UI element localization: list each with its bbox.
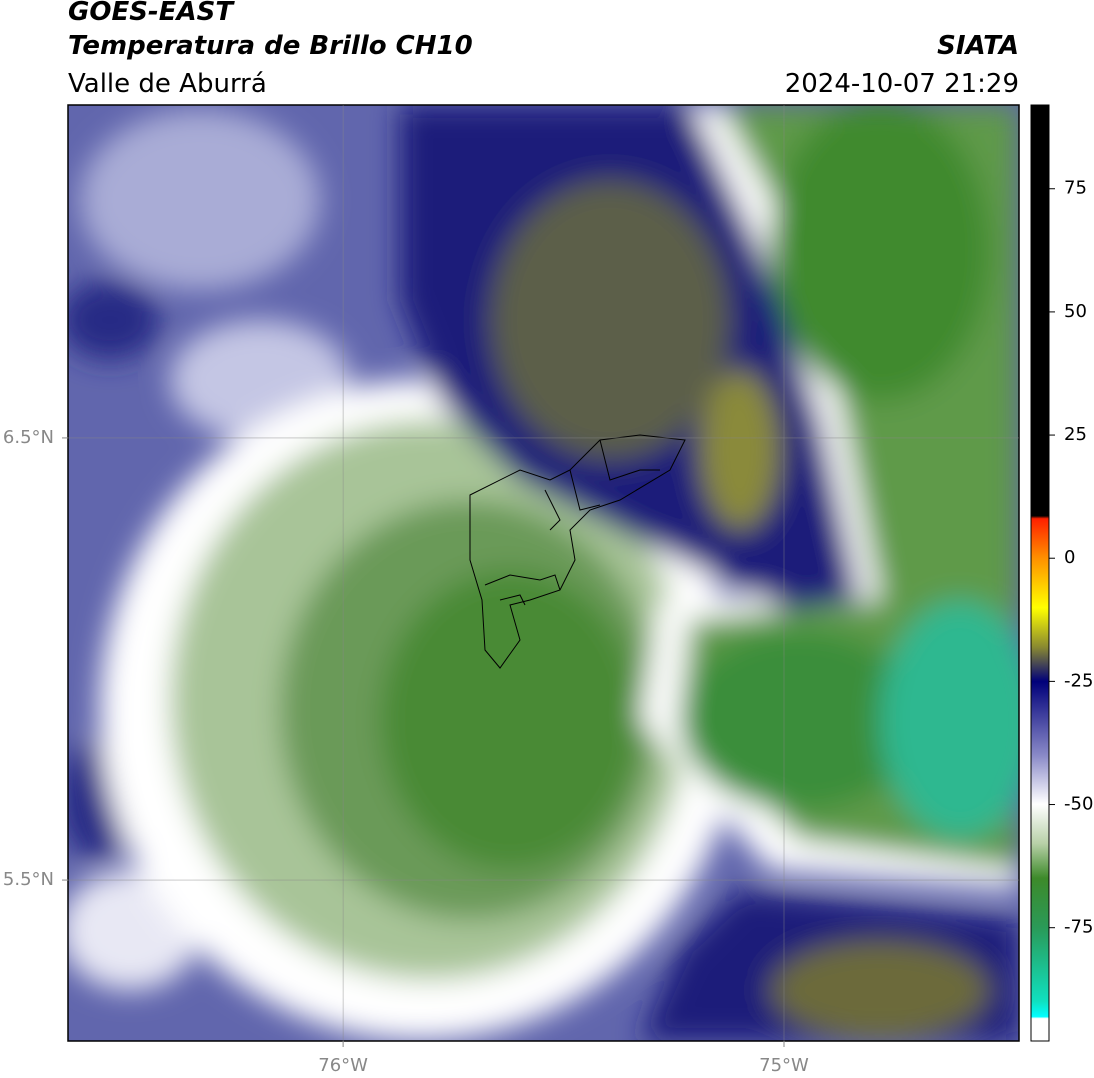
colorbar-tick-label: 25 [1064,424,1087,445]
colorbar-tick-label: 75 [1064,178,1087,199]
colorbar-tick-label: 50 [1064,301,1087,322]
y-tick-label: 6.5°N [3,427,54,448]
source: SIATA [937,31,1019,61]
x-tick-label: 75°W [759,1055,809,1076]
colorbar-tick-label: -75 [1064,917,1093,938]
colorbar [1030,104,1050,1042]
colorbar-tick-label: 0 [1064,547,1075,568]
subtitle: Temperatura de Brillo CH10 [68,31,473,61]
x-tick-label: 76°W [318,1055,368,1076]
datetime: 2024-10-07 21:29 [785,69,1019,99]
region: Valle de Aburrá [68,69,267,99]
map-image [68,105,1019,1041]
map-frame [67,104,1020,1042]
colorbar-tick-label: -25 [1064,670,1093,691]
title: GOES-EAST [68,0,235,27]
y-tick-label: 5.5°N [3,869,54,890]
colorbar-tick-label: -50 [1064,794,1093,815]
